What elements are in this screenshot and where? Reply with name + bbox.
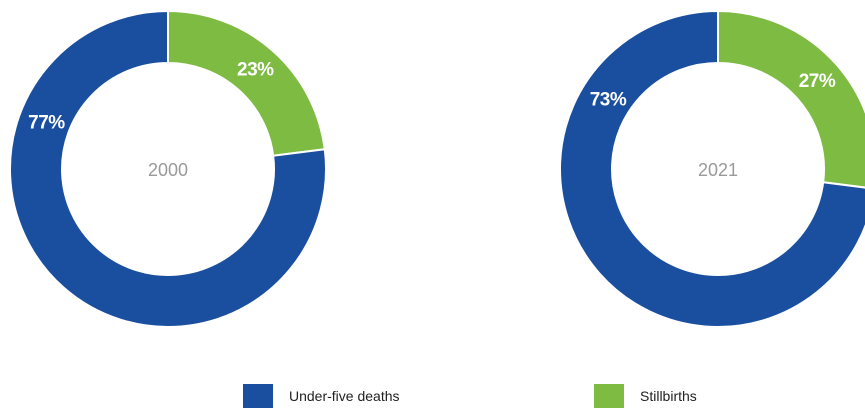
donut-slice-stillbirths-2021 [717,9,865,189]
donut-slice-under-five-deaths-2021 [559,9,865,328]
legend-label-under-five-deaths: Under-five deaths [289,388,400,404]
legend-item-stillbirths: Stillbirths [594,384,697,408]
donut-data-label-under-five-deaths-2000: 77% [28,113,65,134]
legend-item-under-five-deaths: Under-five deaths [243,384,400,408]
legend: Under-five deaths Stillbirths [0,384,865,408]
donut-slice-stillbirths-2000 [167,9,326,157]
donut-chart-2021: 2021 27% 73% [559,9,865,328]
donut-center-label-2021: 2021 [698,160,738,180]
donut-data-label-stillbirths-2000: 23% [237,59,274,80]
legend-swatch-stillbirths [594,384,624,408]
donut-data-label-under-five-deaths-2021: 73% [590,89,627,110]
donut-center-label-2000: 2000 [148,160,188,180]
legend-label-stillbirths: Stillbirths [640,388,697,404]
donut-data-label-stillbirths-2021: 27% [799,71,836,92]
donut-chart-2000: 2000 23% 77% [9,9,327,328]
donut-slice-under-five-deaths-2000 [9,9,327,328]
legend-swatch-under-five-deaths [243,384,273,408]
